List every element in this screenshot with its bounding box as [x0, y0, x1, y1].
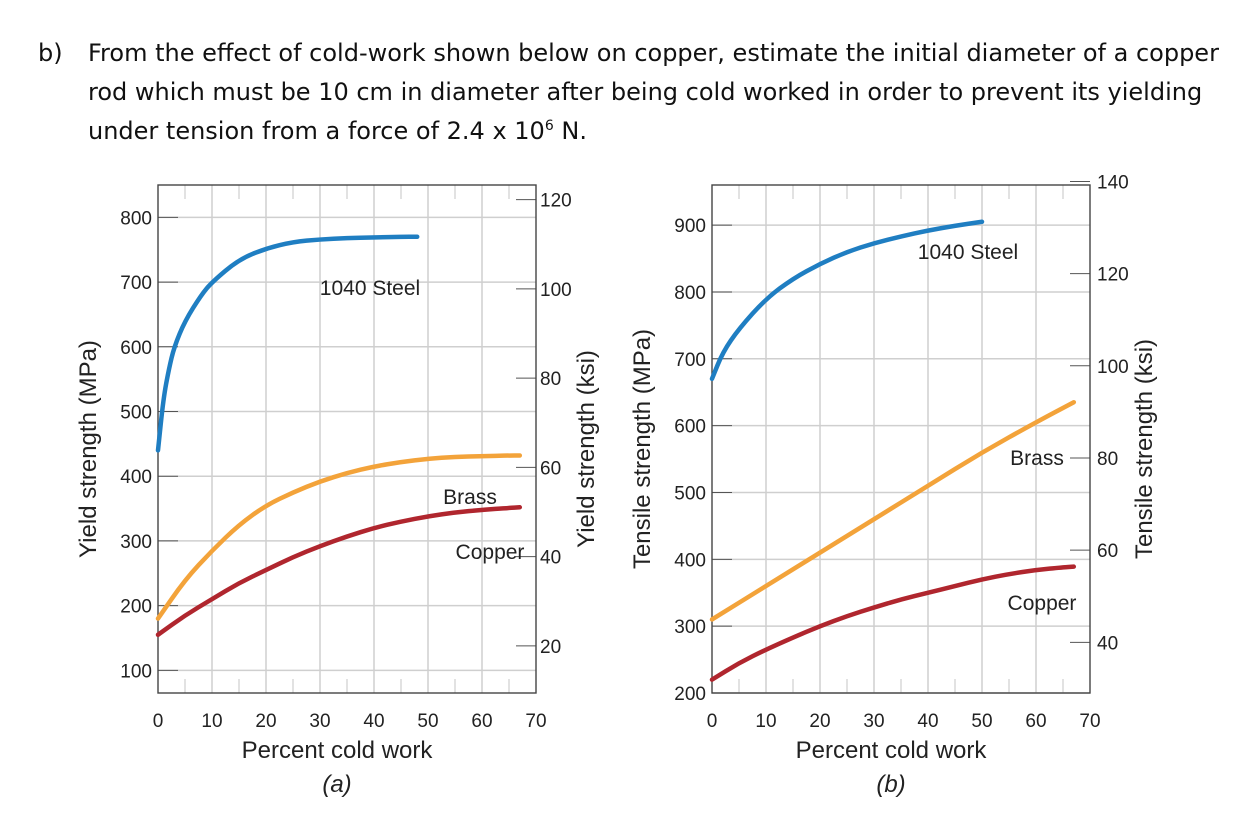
y-right-tick-label: 40: [540, 548, 561, 569]
y-axis-title: Tensile strength (MPa): [629, 329, 656, 569]
x-tick-label: 20: [255, 711, 276, 732]
y-tick-label: 600: [674, 417, 706, 438]
x-tick-label: 20: [809, 711, 830, 732]
series-label: 1040 Steel: [918, 241, 1018, 264]
y-right-tick-label: 60: [540, 458, 561, 479]
series-line-1040-steel: [709, 219, 985, 382]
question-label: b): [38, 39, 63, 67]
x-tick-label: 50: [971, 711, 992, 732]
x-tick-label: 40: [917, 711, 938, 732]
y-right-tick-label: 100: [1097, 357, 1129, 378]
series-line-copper: [709, 564, 1077, 682]
series-line-brass: [155, 453, 523, 621]
y-tick-label: 900: [674, 216, 706, 237]
series-line-brass: [709, 399, 1077, 622]
y-tick-label: 300: [120, 532, 152, 553]
y-right-tick-label: 20: [540, 637, 561, 658]
y-right-tick-label: 120: [540, 191, 572, 212]
question-exponent: 6: [544, 118, 554, 134]
x-tick-label: 70: [1079, 711, 1100, 732]
question-line-3-prefix: under tension from a force of 2.4 x 10: [88, 117, 545, 145]
x-axis-title: Percent cold work: [242, 737, 434, 764]
y-tick-label: 400: [674, 550, 706, 571]
question-line-2: rod which must be 10 cm in diameter afte…: [88, 78, 1203, 106]
x-tick-label: 50: [417, 711, 438, 732]
x-tick-label: 0: [707, 711, 718, 732]
y-tick-label: 100: [120, 661, 152, 682]
question-line-1: From the effect of cold-work shown below…: [88, 39, 1219, 67]
series-label: Brass: [443, 486, 497, 509]
plot-frame: [157, 184, 537, 694]
y-right-tick-label: 100: [540, 280, 572, 301]
x-tick-label: 30: [863, 711, 884, 732]
series-label: Copper: [1008, 592, 1077, 615]
chart-panel-a: 0 10 20 30 40 50 60 70 100 200 300 400 500 600 700 800 2…: [75, 184, 600, 798]
panel-label: (a): [322, 771, 351, 798]
y-tick-label: 200: [674, 684, 706, 705]
series-label: 1040 Steel: [320, 277, 420, 300]
x-tick-label: 30: [309, 711, 330, 732]
y-axis-title: Yield strength (MPa): [75, 340, 102, 558]
x-tick-label: 70: [525, 711, 546, 732]
y-tick-label: 800: [120, 208, 152, 229]
y-right-tick-label: 140: [1097, 172, 1129, 193]
series-line-copper: [155, 505, 523, 638]
y-right-tick-label: 120: [1097, 265, 1129, 286]
chart-panel-b: 0 10 20 30 40 50 60 70 200 300 400 500 600 700 800 900 4…: [629, 172, 1158, 798]
y-right-tick-label: 60: [1097, 541, 1118, 562]
y-right-axis-title: Tensile strength (ksi): [1131, 339, 1158, 559]
y-tick-label: 500: [120, 402, 152, 423]
x-tick-label: 10: [755, 711, 776, 732]
y-right-tick-label: 80: [540, 369, 561, 390]
series-label: Copper: [456, 541, 525, 564]
series-line-1040-steel: [155, 234, 420, 453]
y-tick-label: 200: [120, 597, 152, 618]
y-tick-label: 600: [120, 338, 152, 359]
series-label: Brass: [1010, 447, 1064, 470]
x-tick-label: 60: [1025, 711, 1046, 732]
x-tick-label: 40: [363, 711, 384, 732]
y-right-tick-label: 40: [1097, 633, 1118, 654]
question-line-3: under tension from a force of 2.4 x 106 …: [88, 112, 1228, 151]
y-tick-label: 500: [674, 483, 706, 504]
y-right-axis-title: Yield strength (ksi): [573, 350, 600, 548]
plot-frame: [711, 184, 1091, 694]
y-tick-label: 400: [120, 467, 152, 488]
question-line-3-suffix: N.: [553, 117, 587, 145]
panel-label: (b): [876, 771, 905, 798]
y-tick-label: 700: [674, 350, 706, 371]
x-tick-label: 10: [201, 711, 222, 732]
question-body: From the effect of cold-work shown below…: [88, 34, 1228, 151]
y-tick-label: 700: [120, 273, 152, 294]
y-tick-label: 800: [674, 283, 706, 304]
y-right-tick-label: 80: [1097, 449, 1118, 470]
x-tick-label: 60: [471, 711, 492, 732]
question-text: b) From the effect of cold-work shown be…: [38, 34, 1228, 151]
x-tick-label: 0: [153, 711, 164, 732]
y-tick-label: 300: [674, 617, 706, 638]
x-axis-title: Percent cold work: [796, 737, 988, 764]
